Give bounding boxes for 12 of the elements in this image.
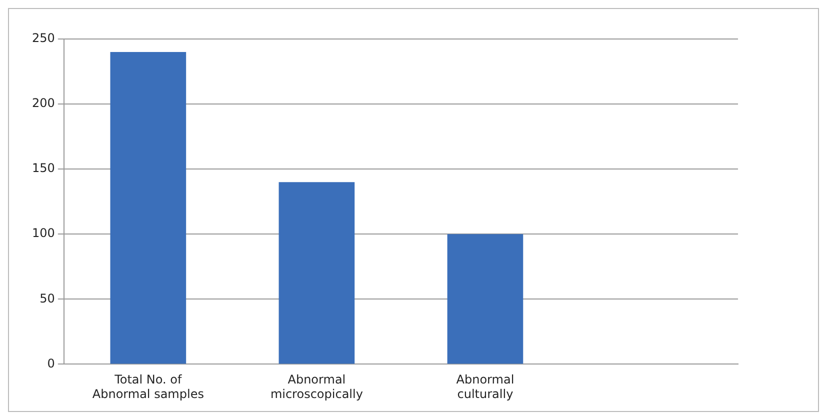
bar [110, 52, 186, 364]
bar [278, 182, 355, 364]
bar [447, 234, 524, 364]
x-tick-label: Abnormal microscopically [270, 372, 363, 401]
y-tick-label: 150 [32, 161, 55, 176]
y-tick-label: 250 [32, 31, 55, 46]
y-tick-label: 50 [40, 291, 55, 306]
x-tick-label: Abnormal culturally [456, 372, 514, 401]
y-tick-label: 0 [47, 356, 55, 370]
x-tick-label: Total No. of Abnormal samples [92, 372, 204, 401]
y-tick-label: 100 [32, 226, 55, 240]
y-tick-label: 200 [32, 96, 55, 110]
